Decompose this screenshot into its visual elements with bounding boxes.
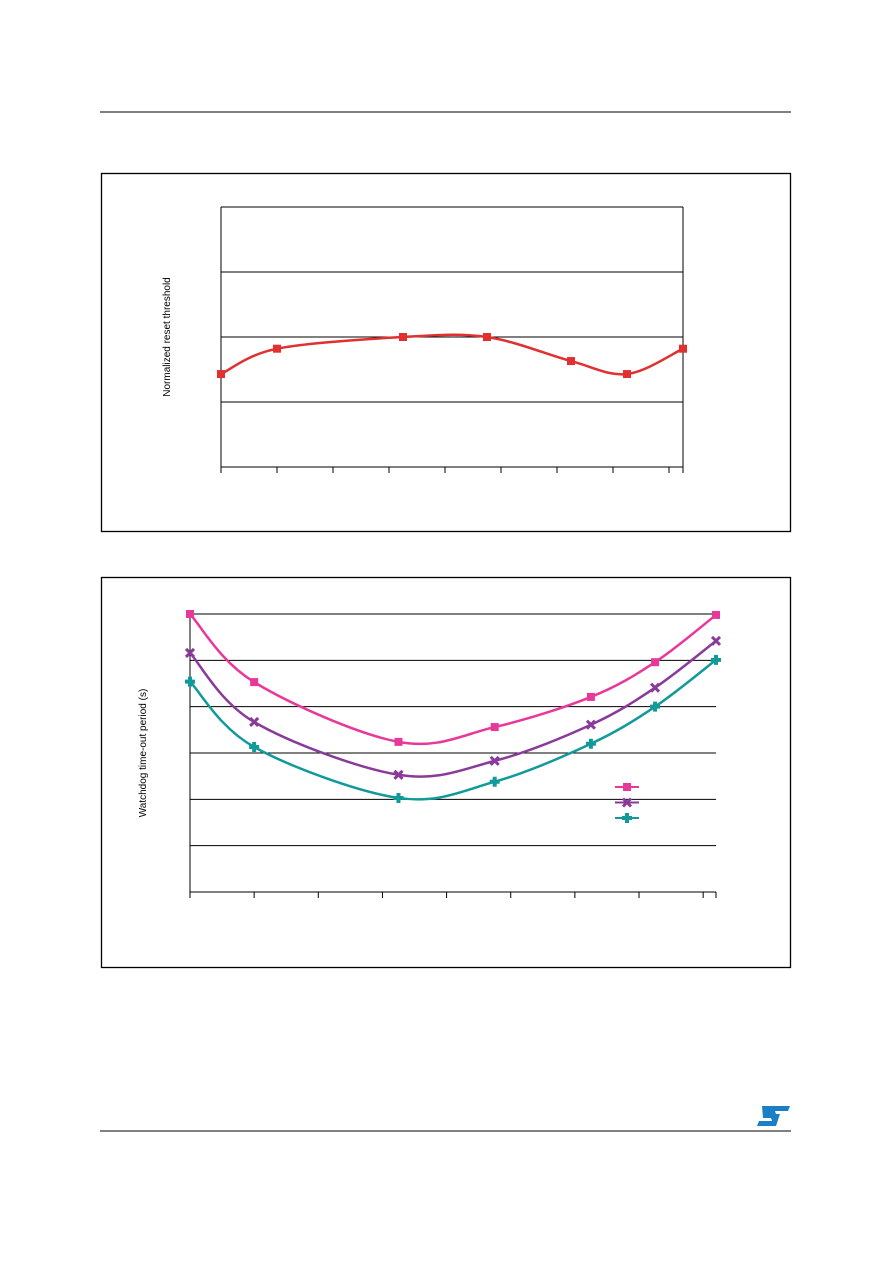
marker	[710, 635, 722, 646]
marker	[249, 741, 260, 752]
marker	[585, 719, 596, 730]
marker	[393, 769, 404, 780]
figure-frame	[100, 576, 792, 969]
marker	[585, 738, 596, 749]
marker	[622, 813, 632, 823]
marker	[679, 344, 687, 353]
marker	[217, 370, 225, 379]
marker	[489, 755, 500, 766]
series-line	[189, 613, 717, 746]
marker	[650, 701, 661, 712]
marker	[490, 723, 499, 732]
marker	[623, 783, 631, 791]
marker	[186, 610, 194, 618]
logo	[757, 1106, 790, 1126]
marker	[399, 333, 407, 341]
marker	[567, 357, 575, 366]
figure-frame	[100, 172, 792, 533]
marker	[483, 333, 491, 341]
marker	[393, 792, 404, 803]
marker	[273, 344, 281, 353]
y-axis-label: Watchdog time-out period (s)	[138, 689, 149, 818]
marker	[711, 654, 721, 665]
series-line	[189, 639, 717, 778]
marker	[623, 370, 631, 379]
y-axis-label: Normalized reset threshold	[162, 277, 173, 397]
marker	[394, 737, 403, 746]
series-line	[220, 333, 684, 376]
marker	[712, 610, 720, 619]
marker	[250, 678, 259, 687]
marker	[489, 776, 500, 787]
marker	[185, 676, 195, 687]
marker	[621, 797, 633, 808]
marker	[249, 716, 260, 728]
marker	[586, 692, 595, 701]
marker	[651, 658, 660, 667]
marker	[650, 682, 661, 693]
marker	[184, 647, 196, 658]
